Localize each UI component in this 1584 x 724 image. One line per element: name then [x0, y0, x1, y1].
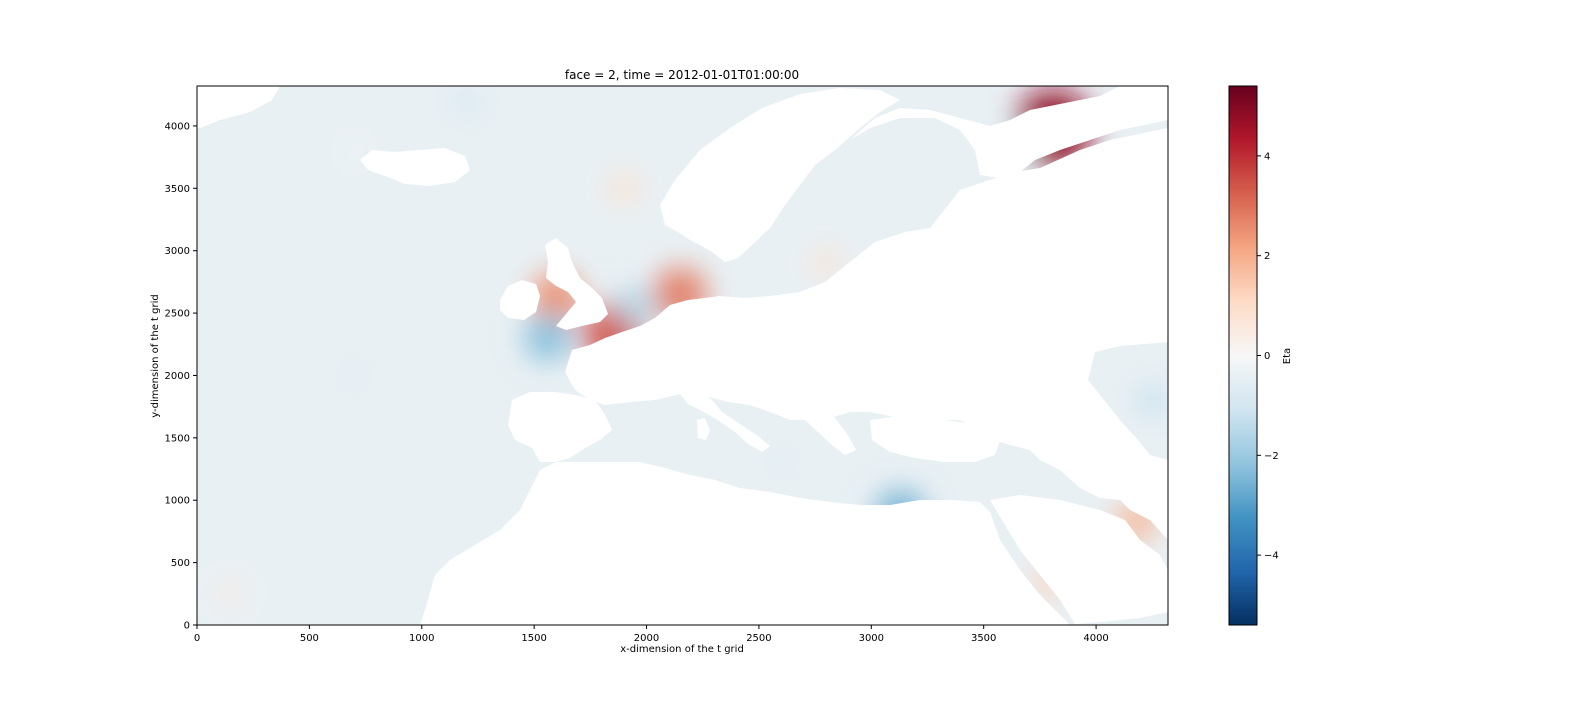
plot-frame — [196, 85, 1169, 626]
land-mask — [197, 86, 1168, 625]
chart-title: face = 2, time = 2012-01-01T01:00:00 — [565, 68, 799, 82]
y-tick-label: 2000 — [165, 371, 190, 382]
y-tick-label: 0 — [184, 621, 190, 632]
land-balkans — [780, 396, 856, 455]
land-greenland-corner — [197, 86, 280, 128]
x-tick-label: 2500 — [746, 633, 771, 644]
land-great-britain — [545, 238, 608, 330]
colorbar-tick-label: 4 — [1264, 151, 1270, 162]
field-point-north-atlantic-north — [343, 139, 366, 163]
land-iceland — [360, 148, 470, 186]
x-tick-label: 1500 — [521, 633, 546, 644]
y-tick-label: 3000 — [165, 246, 190, 257]
field-point-north-sea-central — [615, 287, 655, 327]
colorbar-ticks: −4 −2 0 2 4 — [1257, 151, 1279, 562]
land-sardinia — [697, 418, 710, 440]
land-finland-karelia — [850, 86, 1168, 180]
field-point-baltic-sea — [811, 248, 842, 278]
field-point-caspian-sea — [1135, 383, 1168, 418]
colorbar-tick-label: −4 — [1264, 551, 1279, 562]
colorbar-tick-label: 2 — [1264, 251, 1270, 262]
land-ireland — [500, 280, 540, 320]
y-tick-label: 1500 — [165, 433, 190, 444]
x-axis-label: x-dimension of the t grid — [620, 644, 744, 655]
plot-area — [197, 86, 1168, 625]
field-point-norwegian-shelf — [608, 172, 640, 204]
field-point-mediterranean — [767, 449, 795, 477]
field-point-north-atlantic-southwest — [217, 580, 244, 607]
land-scandinavia — [660, 88, 900, 262]
land-arabia — [990, 495, 1168, 624]
land-caucasus — [1048, 390, 1092, 460]
y-tick-label: 500 — [171, 558, 190, 569]
land-italy — [680, 390, 770, 452]
x-tick-label: 1000 — [409, 633, 434, 644]
land-iberia — [508, 392, 612, 462]
colorbar-tick-label: −2 — [1264, 451, 1279, 462]
colorbar-tick-label: 0 — [1264, 351, 1270, 362]
x-axis: 0 500 1000 1500 2000 2500 3000 3500 4000 — [194, 625, 1109, 644]
y-tick-label: 4000 — [165, 121, 190, 132]
x-tick-label: 3500 — [971, 633, 996, 644]
land-africa — [420, 462, 1070, 625]
y-tick-label: 3500 — [165, 184, 190, 195]
x-tick-label: 2000 — [634, 633, 659, 644]
x-tick-label: 500 — [300, 633, 319, 644]
field-point-north-atlantic-central — [340, 361, 368, 390]
land-anatolia — [870, 416, 1000, 462]
x-tick-label: 4000 — [1083, 633, 1108, 644]
y-axis-label: y-dimension of the t grid — [150, 294, 161, 417]
y-tick-label: 1000 — [165, 496, 190, 507]
colorbar-label: Eta — [1282, 348, 1293, 364]
colorbar-gradient — [1229, 86, 1257, 625]
colorbar: −4 −2 0 2 4 Eta — [1228, 85, 1293, 626]
x-tick-label: 0 — [194, 633, 200, 644]
y-axis: 0 500 1000 1500 2000 2500 3000 3500 4000 — [165, 121, 197, 632]
y-tick-label: 2500 — [165, 309, 190, 320]
field-point-greenland-sea-ice-edge — [451, 86, 483, 117]
land-continental-europe — [565, 128, 1168, 540]
x-tick-label: 3000 — [859, 633, 884, 644]
